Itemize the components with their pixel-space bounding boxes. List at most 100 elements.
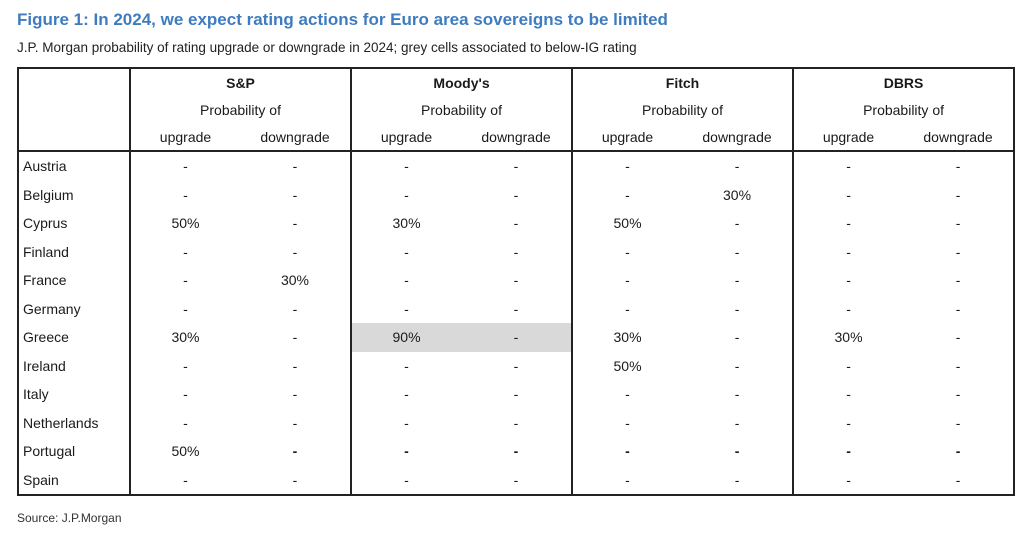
downgrade-value-cell: - bbox=[292, 357, 298, 374]
upgrade-value-cell: - bbox=[792, 351, 904, 380]
upgrade-value-cell: - bbox=[571, 465, 683, 495]
probability-of-label: Probability of bbox=[350, 96, 573, 123]
downgrade-value-cell: - bbox=[734, 471, 740, 488]
downgrade-value-cell: - bbox=[292, 186, 298, 203]
upgrade-value-cell: - bbox=[571, 294, 683, 323]
downgrade-value-cell: - bbox=[734, 243, 740, 260]
downgrade-value-cell: - bbox=[513, 243, 519, 260]
downgrade-value-cell: - bbox=[955, 357, 961, 374]
table-row: Germany - - - - - - - - bbox=[18, 294, 1014, 323]
upgrade-value-cell: - bbox=[129, 266, 240, 295]
upgrade-value-cell: - bbox=[350, 437, 462, 466]
upgrade-value-cell: - bbox=[792, 408, 904, 437]
country-cell: Austria bbox=[23, 158, 67, 175]
downgrade-value-cell: - bbox=[955, 443, 961, 460]
upgrade-header: upgrade bbox=[571, 123, 683, 152]
agency-header-moodys: Moody's bbox=[350, 68, 573, 96]
table-row: Portugal 50% - - - - - - - bbox=[18, 437, 1014, 466]
upgrade-value-cell: - bbox=[350, 380, 462, 409]
downgrade-value-cell: - bbox=[955, 329, 961, 346]
table-row: Cyprus 50% - 30% - 50% - - - bbox=[18, 209, 1014, 238]
direction-header-row: upgrade downgrade upgrade downgrade upgr… bbox=[18, 123, 1015, 152]
corner-cell bbox=[18, 68, 130, 152]
figure-title: Figure 1: In 2024, we expect rating acti… bbox=[17, 10, 668, 29]
upgrade-value-cell: 30% bbox=[571, 323, 683, 352]
upgrade-value-cell: - bbox=[350, 266, 462, 295]
table-row: France - 30% - - - - - - bbox=[18, 266, 1014, 295]
upgrade-value-cell: - bbox=[571, 437, 683, 466]
upgrade-header: upgrade bbox=[129, 123, 240, 152]
probability-of-label: Probability of bbox=[792, 96, 1015, 123]
upgrade-value-cell: - bbox=[129, 180, 240, 209]
upgrade-value-cell: - bbox=[571, 237, 683, 266]
upgrade-value-cell: - bbox=[792, 380, 904, 409]
upgrade-header: upgrade bbox=[792, 123, 904, 152]
upgrade-value-cell: - bbox=[792, 237, 904, 266]
downgrade-value-cell: - bbox=[734, 443, 740, 460]
upgrade-value-cell: - bbox=[129, 237, 240, 266]
downgrade-value-cell: - bbox=[513, 158, 519, 175]
table-row: Italy - - - - - - - - bbox=[18, 380, 1014, 409]
country-cell: France bbox=[23, 272, 67, 289]
table-row: Spain - - - - - - - - bbox=[18, 465, 1014, 495]
upgrade-value-cell: - bbox=[129, 380, 240, 409]
probability-of-label: Probability of bbox=[128, 96, 352, 123]
upgrade-value-cell: - bbox=[571, 380, 683, 409]
upgrade-value-cell: 90% bbox=[350, 323, 462, 352]
figure-subtitle: J.P. Morgan probability of rating upgrad… bbox=[17, 40, 637, 55]
upgrade-value-cell: 30% bbox=[792, 323, 904, 352]
country-cell: Germany bbox=[23, 300, 81, 317]
upgrade-value-cell: 50% bbox=[571, 209, 683, 238]
upgrade-value-cell: 30% bbox=[350, 209, 462, 238]
upgrade-value-cell: - bbox=[129, 151, 240, 181]
downgrade-value-cell: - bbox=[513, 300, 519, 317]
downgrade-value-cell: - bbox=[292, 329, 298, 346]
upgrade-value-cell: - bbox=[792, 465, 904, 495]
table-row: Belgium - - - - - 30% - - bbox=[18, 180, 1014, 209]
upgrade-value-cell: - bbox=[129, 294, 240, 323]
rating-probability-table: S&P Moody's Fitch DBRS Probability of Pr… bbox=[17, 67, 1016, 496]
upgrade-value-cell: - bbox=[350, 294, 462, 323]
downgrade-header: downgrade bbox=[240, 123, 352, 152]
upgrade-value-cell: - bbox=[350, 465, 462, 495]
agency-header-row: S&P Moody's Fitch DBRS bbox=[18, 68, 1015, 152]
upgrade-value-cell: - bbox=[129, 351, 240, 380]
downgrade-value-cell: - bbox=[955, 186, 961, 203]
upgrade-value-cell: - bbox=[792, 266, 904, 295]
table-row: Ireland - - - - 50% - - - bbox=[18, 351, 1014, 380]
upgrade-value-cell: 50% bbox=[129, 209, 240, 238]
downgrade-value-cell: - bbox=[292, 158, 298, 175]
country-cell: Belgium bbox=[23, 186, 74, 203]
upgrade-value-cell: - bbox=[571, 408, 683, 437]
downgrade-value-cell: - bbox=[513, 186, 519, 203]
upgrade-value-cell: - bbox=[571, 151, 683, 181]
table-row: Finland - - - - - - - - bbox=[18, 237, 1014, 266]
country-cell: Greece bbox=[23, 329, 69, 346]
downgrade-value-cell: - bbox=[734, 386, 740, 403]
downgrade-value-cell: - bbox=[734, 357, 740, 374]
downgrade-value-cell: - bbox=[513, 272, 519, 289]
country-cell: Netherlands bbox=[23, 414, 99, 431]
downgrade-value-cell: - bbox=[955, 215, 961, 232]
country-cell: Italy bbox=[23, 386, 49, 403]
downgrade-value-cell: - bbox=[292, 300, 298, 317]
probability-of-label: Probability of bbox=[571, 96, 794, 123]
downgrade-value-cell: - bbox=[513, 443, 519, 460]
upgrade-value-cell: - bbox=[350, 180, 462, 209]
country-cell: Ireland bbox=[23, 357, 66, 374]
downgrade-value-cell: - bbox=[955, 158, 961, 175]
upgrade-value-cell: - bbox=[792, 209, 904, 238]
probability-header-row: Probability of Probability of Probabilit… bbox=[18, 96, 1015, 123]
table-row: Austria - - - - - - - - bbox=[18, 151, 1014, 181]
upgrade-value-cell: - bbox=[792, 294, 904, 323]
downgrade-value-cell: - bbox=[513, 215, 519, 232]
country-cell: Portugal bbox=[23, 443, 76, 460]
upgrade-value-cell: - bbox=[571, 266, 683, 295]
downgrade-value-cell: - bbox=[734, 414, 740, 431]
downgrade-value-cell: - bbox=[292, 443, 298, 460]
downgrade-value-cell: - bbox=[734, 215, 740, 232]
downgrade-value-cell: - bbox=[292, 471, 298, 488]
downgrade-value-cell: 30% bbox=[280, 272, 310, 289]
downgrade-value-cell: - bbox=[461, 323, 573, 352]
downgrade-value-cell: - bbox=[955, 414, 961, 431]
